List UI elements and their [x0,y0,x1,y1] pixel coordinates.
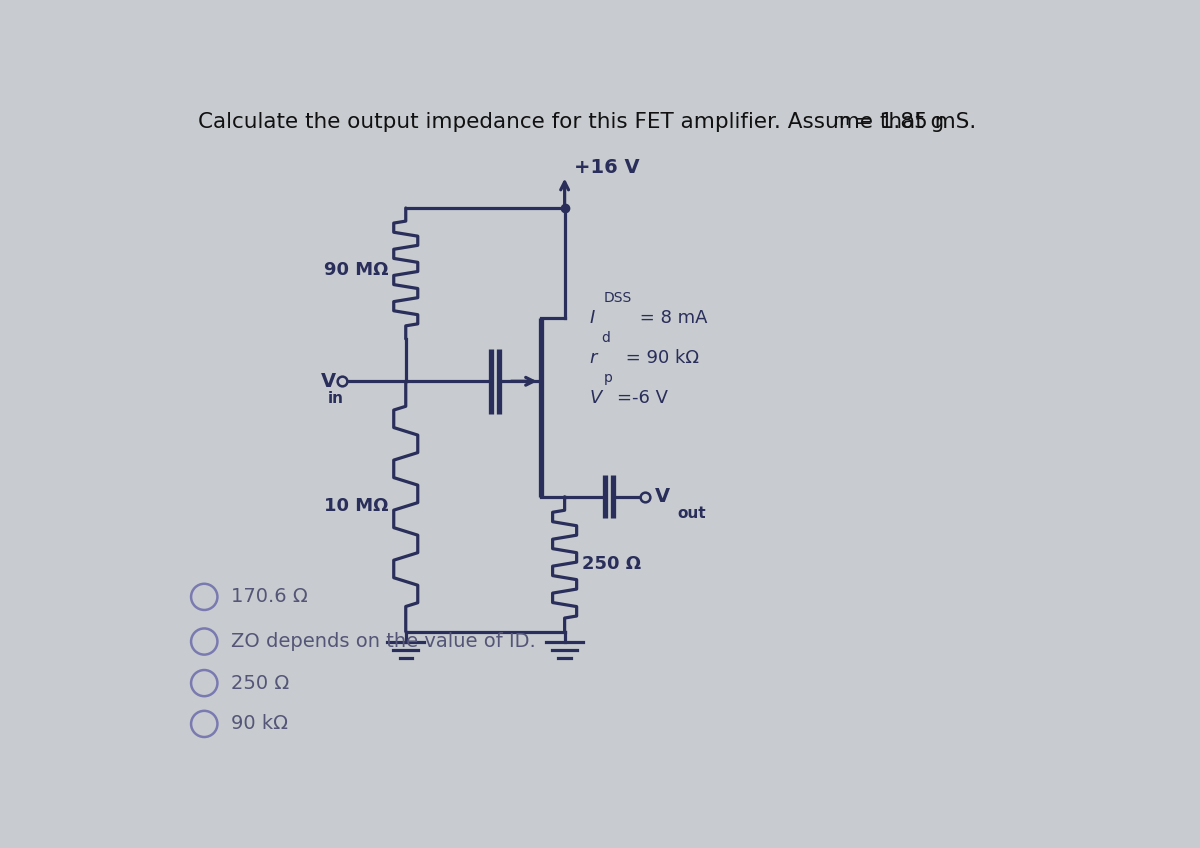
Text: m: m [834,113,850,128]
Text: 250 Ω: 250 Ω [232,673,289,693]
Text: = 90 kΩ: = 90 kΩ [620,349,700,367]
Text: 90 kΩ: 90 kΩ [232,714,288,734]
Text: 90 MΩ: 90 MΩ [324,260,389,279]
Text: 250 Ω: 250 Ω [582,555,641,573]
Text: = 8 mA: = 8 mA [635,309,708,326]
Text: +16 V: +16 V [574,159,640,177]
Text: ZO depends on the value of ID.: ZO depends on the value of ID. [232,632,536,651]
Text: Calculate the output impedance for this FET amplifier. Assume that g: Calculate the output impedance for this … [198,112,944,131]
Text: DSS: DSS [604,291,631,305]
Text: = 1.85 mS.: = 1.85 mS. [847,112,976,131]
Text: 10 MΩ: 10 MΩ [324,498,389,516]
Text: I: I [589,309,595,326]
Text: r: r [589,349,596,367]
Text: V: V [320,371,336,391]
Text: d: d [601,331,610,345]
Text: V: V [654,488,670,506]
Text: out: out [678,506,707,522]
Text: in: in [328,391,343,405]
Text: =-6 V: =-6 V [617,389,667,407]
Text: p: p [604,371,612,385]
Text: V: V [589,389,601,407]
Text: 170.6 Ω: 170.6 Ω [232,588,308,606]
